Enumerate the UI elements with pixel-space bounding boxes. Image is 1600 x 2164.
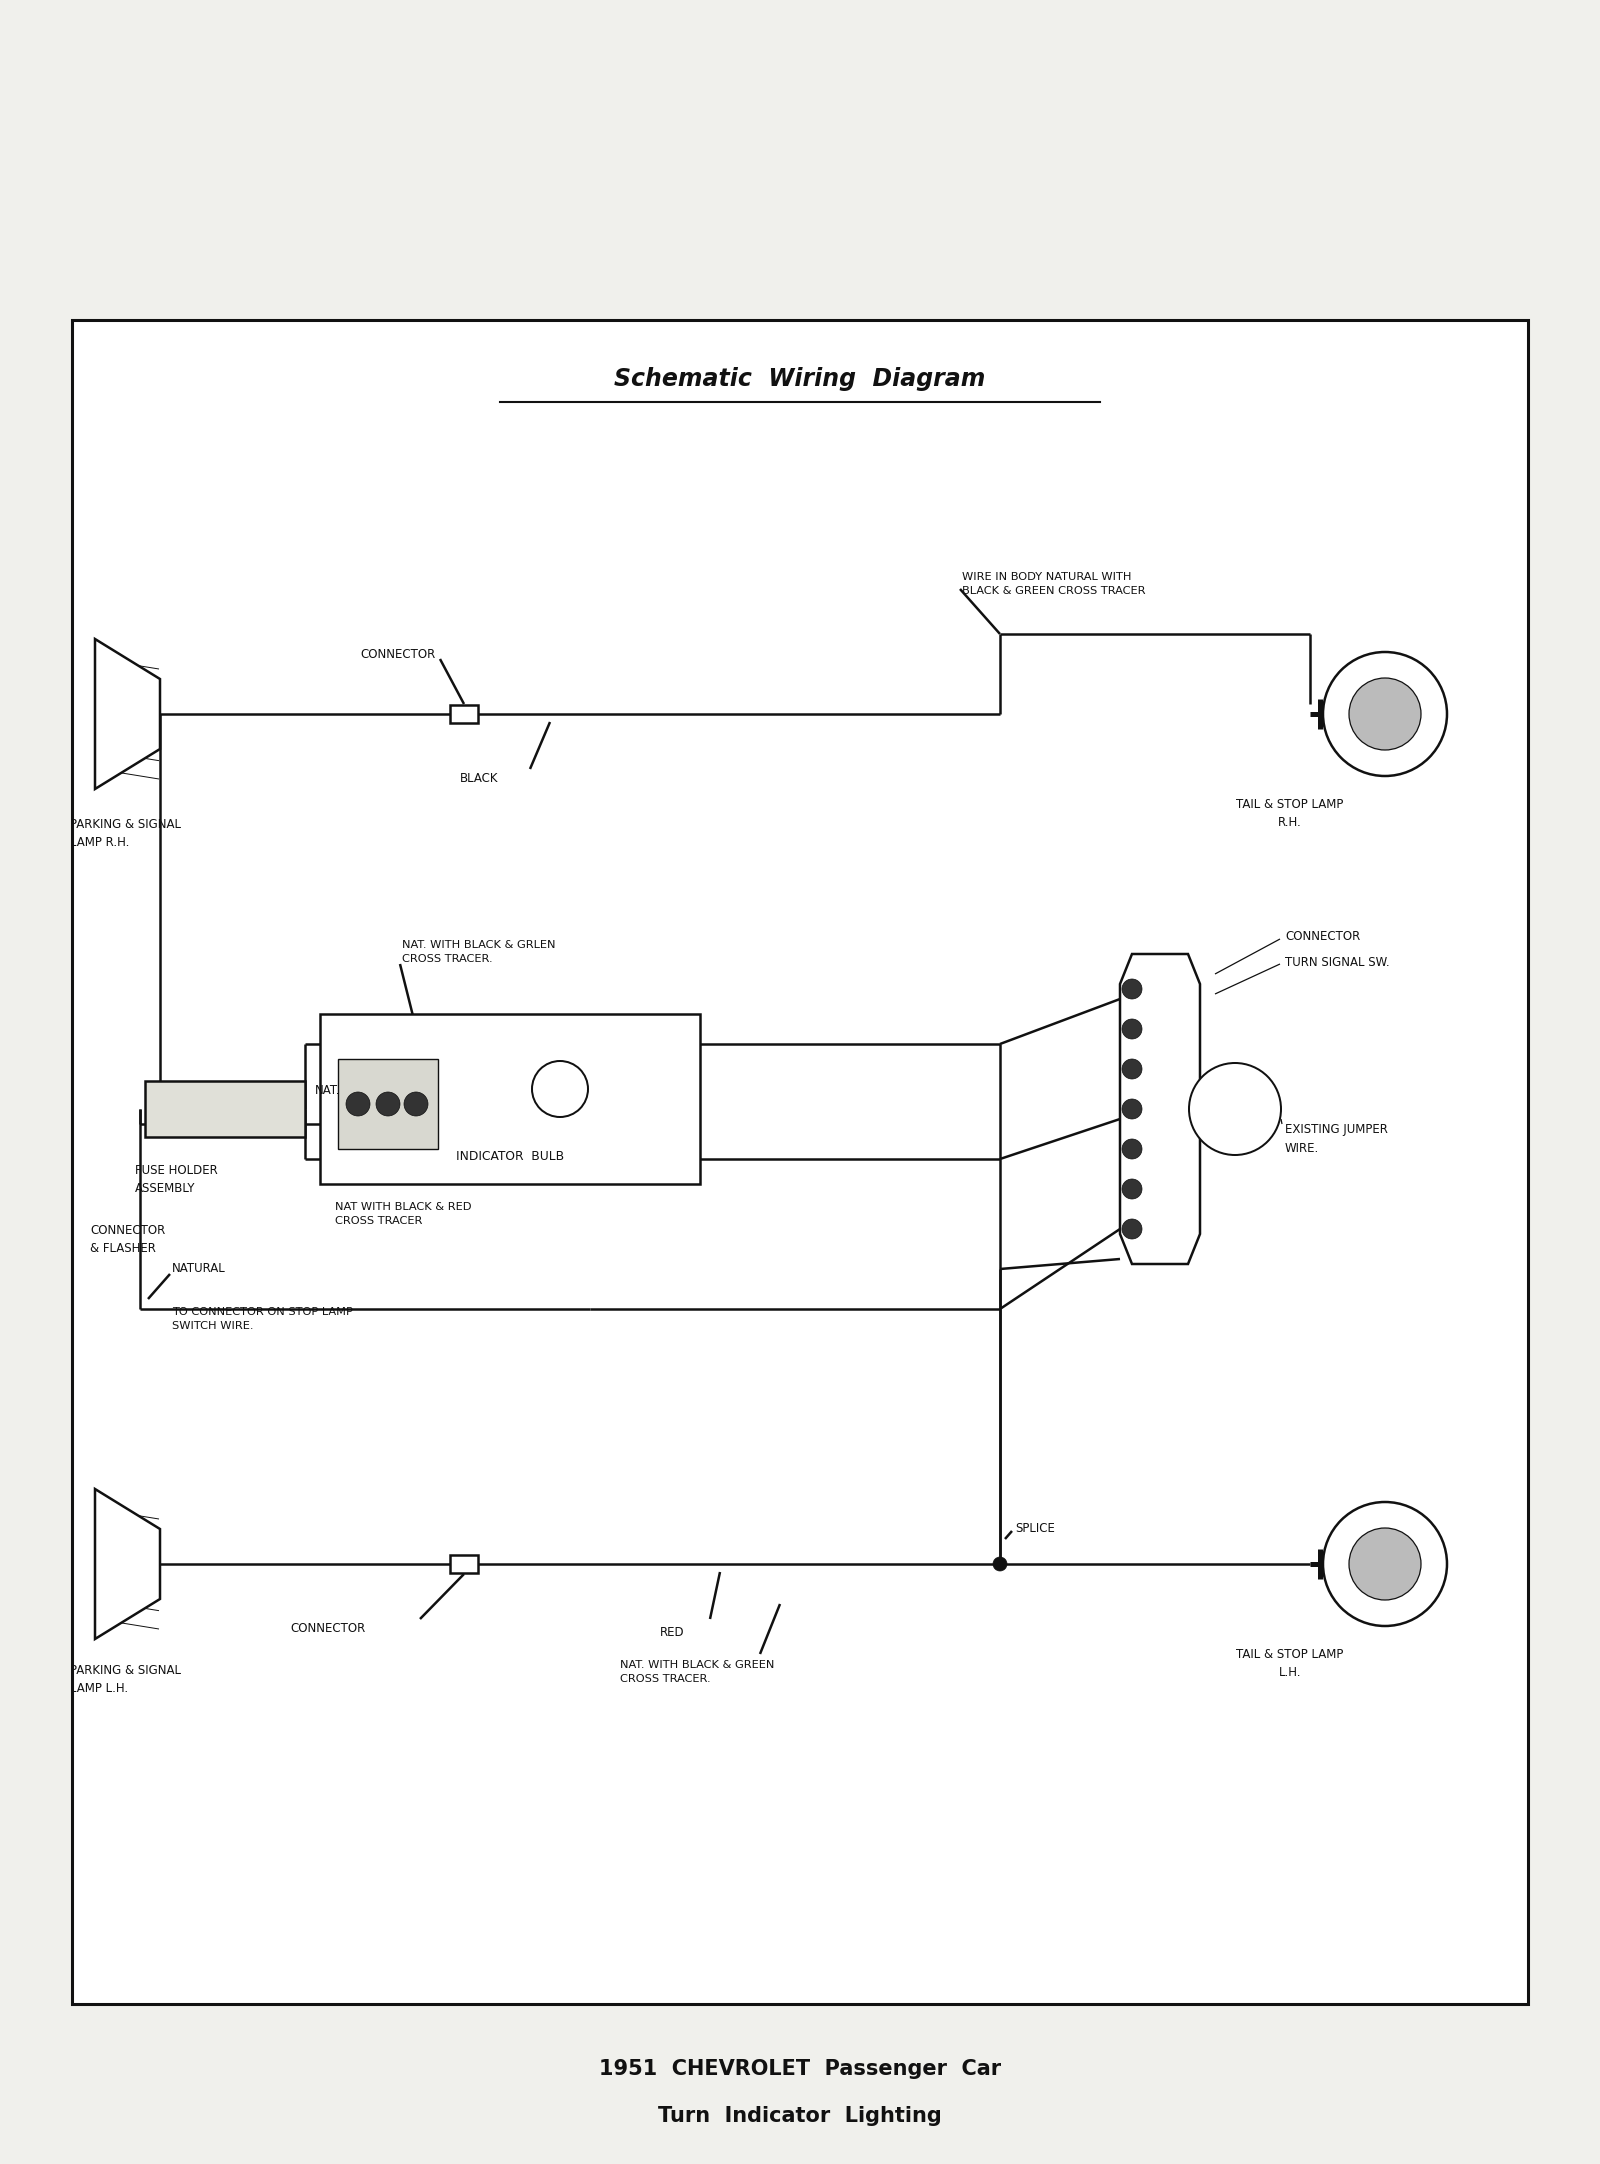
Bar <box>338 1058 438 1149</box>
Circle shape <box>1122 1218 1142 1240</box>
Text: CONNECTOR
& FLASHER: CONNECTOR & FLASHER <box>90 1223 165 1255</box>
Text: Turn  Indicator  Lighting: Turn Indicator Lighting <box>658 2106 942 2125</box>
Circle shape <box>1122 1019 1142 1039</box>
Circle shape <box>346 1093 370 1117</box>
Text: EXISTING JUMPER
WIRE.: EXISTING JUMPER WIRE. <box>1285 1123 1387 1156</box>
Text: CONNECTOR: CONNECTOR <box>360 647 435 660</box>
Text: Schematic  Wiring  Diagram: Schematic Wiring Diagram <box>614 368 986 392</box>
Circle shape <box>1122 1179 1142 1199</box>
Circle shape <box>376 1093 400 1117</box>
Text: PARKING & SIGNAL
LAMP L.H.: PARKING & SIGNAL LAMP L.H. <box>70 1664 181 1694</box>
Text: NAT WITH BLACK & RED
CROSS TRACER: NAT WITH BLACK & RED CROSS TRACER <box>334 1201 472 1227</box>
Bar <box>450 705 478 723</box>
Text: TURN SIGNAL SW.: TURN SIGNAL SW. <box>1285 956 1390 969</box>
Text: TAIL & STOP LAMP
L.H.: TAIL & STOP LAMP L.H. <box>1237 1649 1344 1679</box>
Text: FUSE HOLDER
ASSEMBLY: FUSE HOLDER ASSEMBLY <box>134 1164 218 1195</box>
Circle shape <box>531 1060 589 1117</box>
Circle shape <box>1349 677 1421 751</box>
Circle shape <box>1122 1058 1142 1080</box>
Polygon shape <box>94 638 160 790</box>
Polygon shape <box>1120 954 1200 1264</box>
Circle shape <box>1122 1099 1142 1119</box>
Text: INDICATOR  BULB: INDICATOR BULB <box>456 1149 565 1162</box>
Circle shape <box>403 1093 429 1117</box>
Bar <box>450 1556 478 1573</box>
Bar <box>320 1015 701 1184</box>
Polygon shape <box>94 1489 160 1638</box>
Bar <box>72 320 1528 2004</box>
Circle shape <box>1189 1063 1282 1156</box>
Circle shape <box>1349 1528 1421 1599</box>
Text: PARKING & SIGNAL
LAMP R.H.: PARKING & SIGNAL LAMP R.H. <box>70 818 181 850</box>
Text: NAT. WITH BLACK & GRLEN
CROSS TRACER.: NAT. WITH BLACK & GRLEN CROSS TRACER. <box>402 939 555 963</box>
Circle shape <box>1323 1502 1446 1625</box>
Text: TAIL & STOP LAMP
R.H.: TAIL & STOP LAMP R.H. <box>1237 799 1344 829</box>
Text: CONNECTOR: CONNECTOR <box>290 1623 365 1636</box>
Text: RED: RED <box>661 1625 685 1638</box>
Circle shape <box>1122 978 1142 1000</box>
Text: 1951  CHEVROLET  Passenger  Car: 1951 CHEVROLET Passenger Car <box>598 2058 1002 2080</box>
Circle shape <box>994 1558 1006 1571</box>
Text: CONNECTOR: CONNECTOR <box>1285 931 1360 944</box>
Text: BLACK: BLACK <box>461 773 499 786</box>
Text: NAT.: NAT. <box>315 1084 341 1097</box>
Text: WIRE IN BODY NATURAL WITH
BLACK & GREEN CROSS TRACER: WIRE IN BODY NATURAL WITH BLACK & GREEN … <box>962 571 1146 595</box>
Text: NAT. WITH BLACK & GREEN
CROSS TRACER.: NAT. WITH BLACK & GREEN CROSS TRACER. <box>621 1660 774 1684</box>
Circle shape <box>1323 651 1446 777</box>
Circle shape <box>1122 1138 1142 1160</box>
Text: TO CONNECTOR ON STOP LAMP
SWITCH WIRE.: TO CONNECTOR ON STOP LAMP SWITCH WIRE. <box>173 1307 354 1331</box>
Text: NATURAL: NATURAL <box>173 1262 226 1275</box>
Bar <box>146 1082 306 1136</box>
Text: SPLICE: SPLICE <box>1014 1523 1054 1536</box>
